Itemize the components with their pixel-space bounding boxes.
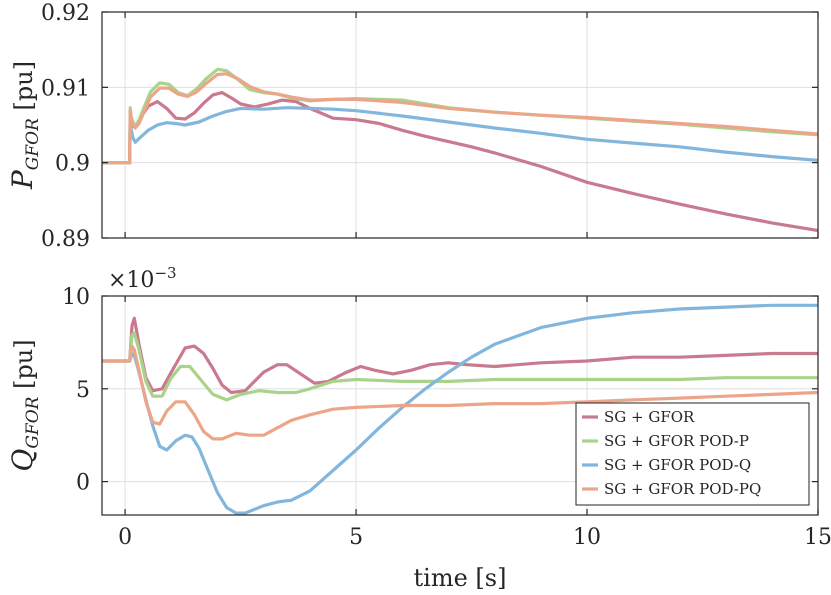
bottom-axes-frame xyxy=(101,295,819,516)
y-tick-label: 0.91 xyxy=(41,76,90,101)
top-axes-frame xyxy=(101,11,819,239)
exponent-label: ×10−3 xyxy=(108,264,177,293)
legend-entry: SG + GFOR POD-PQ xyxy=(604,480,761,498)
top-y-axis-label: PGFOR [pu] xyxy=(6,61,43,190)
series-line-sg-gfor-pod-p xyxy=(102,331,818,402)
y-tick-label: 0.92 xyxy=(41,1,90,26)
legend-box xyxy=(575,402,810,506)
x-tick-label: 0 xyxy=(118,525,132,550)
series-line-sg-gfor-pod-q xyxy=(102,106,818,165)
bottom-series-lines xyxy=(102,303,818,515)
legend-entry: SG + GFOR xyxy=(604,408,695,426)
y-tick-label: 10 xyxy=(62,285,90,310)
y-tick-label: 0 xyxy=(76,471,90,496)
series-line-sg-gfor xyxy=(102,90,818,233)
x-tick-label: 5 xyxy=(349,525,363,550)
series-line-sg-gfor xyxy=(102,316,818,395)
bottom-ticks: 0 5 10 15 0 5 10 xyxy=(62,285,831,550)
series-line-sg-gfor-pod-pq xyxy=(102,72,818,165)
series-line-sg-gfor-pod-pq xyxy=(102,344,818,441)
bottom-y-axis-label: QGFOR [pu] xyxy=(6,339,43,471)
y-tick-label: 0.89 xyxy=(41,227,90,252)
top-panel-power: 0.89 0.9 0.91 0.92 PGFOR [pu] xyxy=(6,1,819,252)
legend-entry: SG + GFOR POD-Q xyxy=(604,456,751,474)
y-tick-label: 0.9 xyxy=(55,152,90,177)
top-ticks: 0.89 0.9 0.91 0.92 xyxy=(41,1,819,252)
legend: SG + GFOR SG + GFOR POD-P SG + GFOR POD-Q S… xyxy=(575,402,810,506)
y-tick-label: 5 xyxy=(76,378,90,403)
x-tick-label: 10 xyxy=(573,525,601,550)
x-tick-label: 15 xyxy=(804,525,831,550)
top-series-lines xyxy=(102,67,818,233)
x-axis-label: time [s] xyxy=(414,564,507,592)
legend-entry: SG + GFOR POD-P xyxy=(604,432,749,450)
